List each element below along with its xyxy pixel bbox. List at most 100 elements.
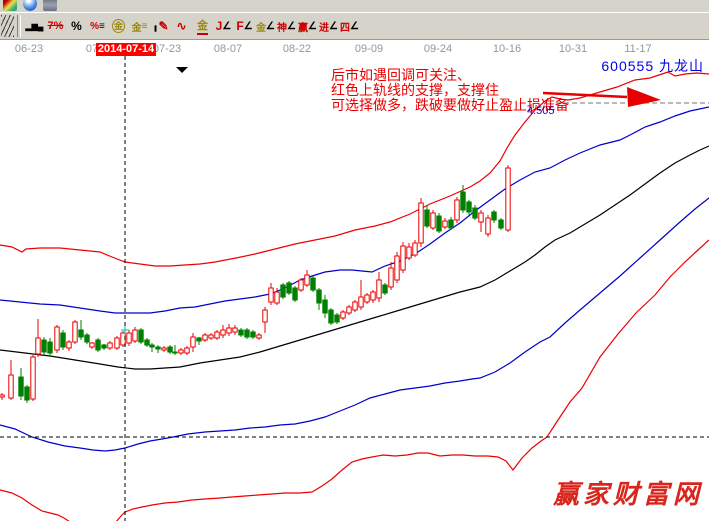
candle-body — [280, 284, 286, 298]
date-label: 11-17 — [624, 43, 652, 55]
gold-lines-button[interactable]: 金 ≡ — [131, 20, 148, 34]
candle-body — [505, 167, 511, 231]
candle-body — [155, 346, 161, 350]
candle-body — [202, 334, 208, 341]
date-label: 10-16 — [492, 43, 522, 55]
candle-body — [448, 219, 454, 229]
f-angle-line-button[interactable]: F ∠ — [236, 19, 253, 33]
candle-body — [485, 217, 491, 235]
candle-body — [418, 202, 424, 244]
watermark: 赢家财富网 — [552, 480, 703, 510]
date-label: 08-07 — [213, 43, 243, 55]
candle-body — [256, 334, 262, 339]
candle-body — [172, 351, 178, 354]
candle-body — [328, 309, 334, 324]
candle-body — [167, 346, 173, 353]
candle-body — [41, 339, 47, 353]
wave-overlay-button[interactable]: ∿ — [176, 19, 187, 33]
candle-body — [334, 314, 340, 323]
candle-body — [382, 284, 388, 294]
chart-area[interactable]: 600555 九龙山 后市如遇回调可关注、 红色上轨线的支撑，支撑住 可选择做多… — [0, 56, 709, 521]
band-lower-red — [0, 239, 709, 521]
date-label: 09-09 — [354, 43, 384, 55]
candle-body — [114, 337, 120, 349]
percent-button[interactable]: % — [71, 19, 82, 33]
candle-body — [406, 246, 412, 259]
candle-body — [364, 294, 370, 303]
candle-body — [304, 274, 310, 286]
annotation-line-2: 红色上轨线的支撑，支撑住 — [331, 82, 499, 98]
candle-body — [262, 309, 268, 323]
candle-body — [478, 212, 484, 223]
candle-body — [226, 327, 232, 334]
candle-body — [232, 327, 238, 333]
selected-date-highlight: 2014-07-14 — [96, 43, 156, 56]
candle-body — [47, 341, 53, 354]
gold-circle-button[interactable]: 金 — [111, 19, 125, 33]
candle-body — [35, 337, 41, 355]
price-level-label: 4.505 — [527, 105, 555, 117]
candle-body — [358, 296, 364, 308]
ying-angle-line-button[interactable]: 赢 ∠ — [298, 20, 317, 34]
candle-body — [424, 209, 430, 227]
candle-body — [460, 191, 466, 211]
cursor-cross — [121, 326, 129, 334]
date-axis: 2014-07-14 06-23 07 07-23 08-07 08-22 09-09 09… — [0, 41, 709, 57]
j-angle-line-button[interactable]: J ∠ — [215, 19, 232, 33]
candle-body — [244, 329, 250, 338]
candle-body — [72, 321, 78, 343]
candle-body — [178, 349, 184, 354]
gold-angle-line-button[interactable]: 金 ∠ — [256, 20, 275, 34]
candle-body — [24, 386, 30, 401]
tools-icon[interactable] — [43, 0, 57, 11]
annotation-arrow-tail — [542, 91, 628, 99]
candle-body — [190, 336, 196, 348]
globe-icon[interactable] — [23, 0, 37, 11]
candle-body — [430, 212, 436, 229]
candle-body — [298, 279, 304, 291]
annotation-line-3: 可选择做多，跌破要做好止盈止损准备 — [331, 97, 569, 113]
titlebar-fragment — [0, 0, 709, 12]
candle-body — [66, 341, 72, 349]
date-label: 06-23 — [14, 43, 44, 55]
candle-body — [30, 356, 36, 400]
shen-angle-line-button[interactable]: 神 ∠ — [277, 20, 296, 34]
candle-body — [274, 291, 280, 304]
band-middle-black — [0, 145, 709, 370]
kline-chart[interactable] — [0, 56, 709, 521]
candle-body — [316, 289, 322, 304]
percent-lines-button[interactable]: % ≡ — [90, 20, 105, 32]
candle-body — [412, 242, 418, 256]
toolbar-separator — [17, 15, 21, 37]
date-label: 09-24 — [423, 43, 453, 55]
candle-body — [376, 279, 382, 299]
candle-body — [107, 342, 113, 349]
candle-body — [214, 331, 220, 339]
candle-body — [491, 211, 497, 221]
candle-body — [138, 329, 144, 343]
candle-body — [436, 215, 442, 232]
down-triangle-marker — [176, 67, 188, 73]
candle-body — [161, 347, 167, 351]
candle-body — [498, 219, 504, 229]
date-label: 10-31 — [558, 43, 588, 55]
si-angle-line-button[interactable]: 四 ∠ — [340, 20, 359, 34]
seven-percent-button[interactable]: 7% — [47, 20, 64, 32]
jin-angle-line-button[interactable]: 进 ∠ — [319, 20, 338, 34]
app-icon[interactable] — [3, 0, 17, 11]
annotation-line-1: 后市如遇回调可关注、 — [331, 67, 471, 83]
candle-body — [286, 282, 292, 294]
candle-body — [60, 332, 66, 348]
candle-body — [132, 329, 138, 342]
candle-body — [292, 287, 298, 301]
candle-body — [54, 326, 60, 351]
candle-body — [89, 342, 95, 348]
kline-bars-button[interactable]: ▂▆▄ — [25, 21, 44, 31]
stock-label: 600555 九龙山 — [601, 58, 704, 74]
gold-underline-button[interactable]: 金 — [192, 14, 213, 38]
candle-pen-button[interactable]: ╻ ✎ — [152, 19, 169, 33]
toolbar-grip[interactable] — [1, 15, 14, 37]
candle-body — [400, 245, 406, 271]
toolbar: ▂▆▄ 7%%% ≡ 金金 ≡ ╻ ✎ ∿ 金 J ∠ F ∠ 金 ∠ 神 ∠ 赢 ∠ 进 ∠ 四 ∠ — [0, 12, 709, 40]
